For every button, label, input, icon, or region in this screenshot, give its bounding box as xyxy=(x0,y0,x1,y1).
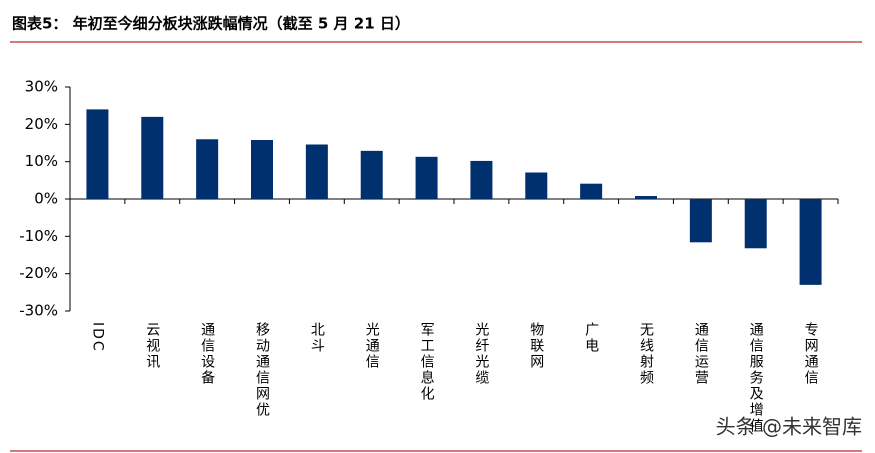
y-tick-label: -30% xyxy=(19,302,58,320)
x-tick-label: IDC xyxy=(89,322,105,353)
x-tick-label: 专网通信 xyxy=(803,322,819,386)
bar xyxy=(744,199,767,249)
y-tick-label: 0% xyxy=(34,190,58,208)
y-tick-label: -20% xyxy=(19,264,58,282)
bar xyxy=(580,183,603,199)
bar xyxy=(141,116,164,199)
y-tick-label: 30% xyxy=(25,78,58,96)
x-tick-label: 通信设备 xyxy=(199,322,215,386)
bar xyxy=(635,196,657,199)
bar xyxy=(525,172,548,199)
x-tick-label: 通信运营 xyxy=(693,322,709,386)
watermark: 头条 @未来智库 xyxy=(716,415,862,439)
x-tick-label: 广电 xyxy=(583,322,599,354)
y-tick-label: 10% xyxy=(25,152,58,170)
x-tick-label: 军工信息化 xyxy=(419,322,435,402)
x-tick-label: 通信服务及增值 xyxy=(748,322,764,434)
x-tick-label: 北斗 xyxy=(309,322,325,354)
bar xyxy=(86,109,109,199)
y-tick-label: 20% xyxy=(25,115,58,133)
x-tick-label: 云视讯 xyxy=(144,322,160,370)
bar xyxy=(251,140,273,199)
bar xyxy=(470,160,493,199)
x-tick-label: 光纤光缆 xyxy=(473,322,489,386)
x-tick-label: 物联网 xyxy=(528,322,544,370)
bar xyxy=(196,139,219,199)
bar xyxy=(305,144,328,199)
chart-title: 图表5： 年初至今细分板块涨跌幅情况（截至 5 月 21 日） xyxy=(12,15,410,33)
x-tick-label: 光通信 xyxy=(364,322,380,370)
x-tick-label: 移动通信网优 xyxy=(254,322,270,418)
x-tick-label: 无线射频 xyxy=(638,322,654,386)
bar xyxy=(360,150,383,199)
bar xyxy=(689,199,712,243)
bar xyxy=(415,156,438,199)
y-tick-label: -10% xyxy=(19,227,58,245)
bar xyxy=(799,199,822,285)
